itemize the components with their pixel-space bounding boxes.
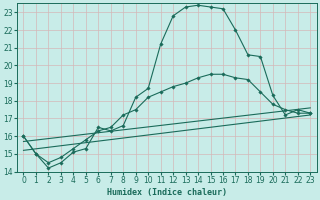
X-axis label: Humidex (Indice chaleur): Humidex (Indice chaleur)	[107, 188, 227, 197]
